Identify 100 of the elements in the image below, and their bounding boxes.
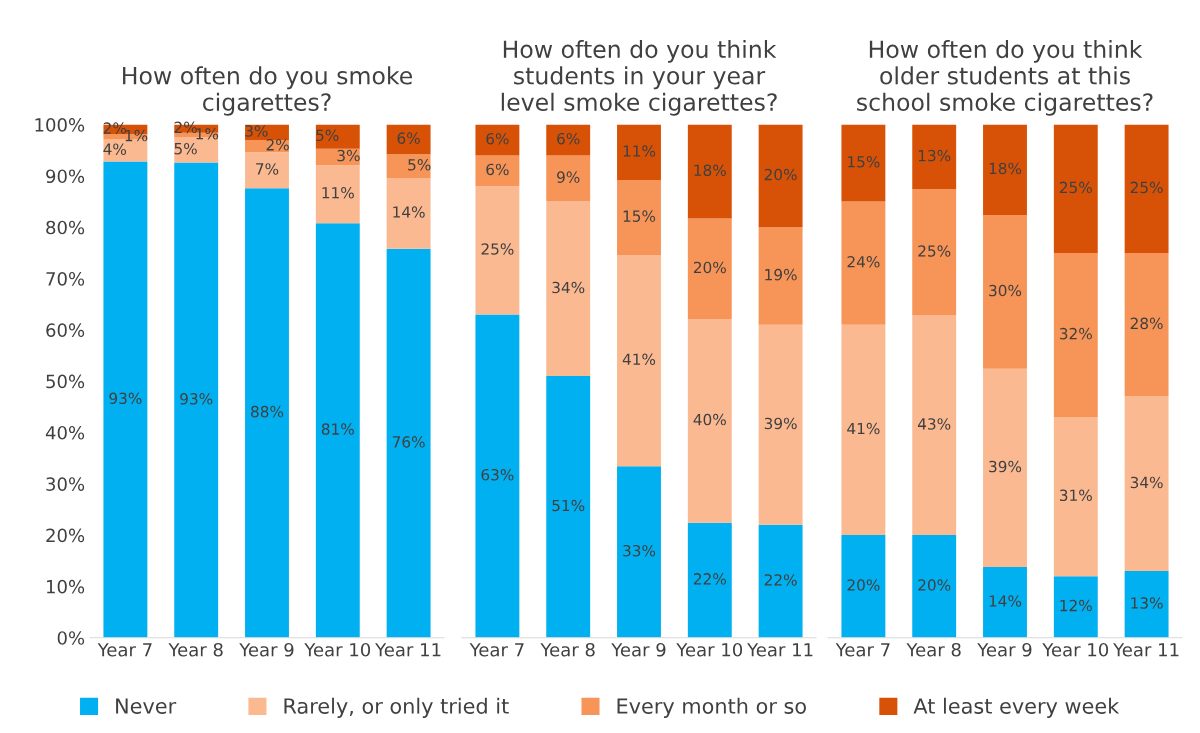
legend-label: Never: [116, 698, 177, 714]
data-label: 13%: [918, 149, 951, 162]
data-label: 7%: [256, 163, 279, 175]
bar: [1124, 252, 1169, 397]
x-tick-label: Year 9: [239, 642, 294, 657]
x-tick-label: Year 9: [611, 642, 666, 657]
y-tick-label: 100%: [35, 118, 85, 132]
bar: [617, 180, 661, 255]
data-label: 2%: [266, 139, 289, 151]
data-label: 11%: [322, 187, 354, 199]
x-tick-label: Year 11: [747, 643, 813, 657]
y-tick-label: 50%: [46, 374, 85, 389]
bar: [103, 161, 148, 638]
data-label: 6%: [557, 132, 580, 145]
data-label: 25%: [1059, 181, 1092, 194]
bar: [758, 524, 803, 638]
data-label: 3%: [245, 125, 268, 137]
data-label: 30%: [989, 284, 1022, 297]
y-tick-label: 0%: [57, 631, 85, 645]
bar: [841, 535, 886, 638]
x-tick-label: Year 10: [1042, 642, 1109, 657]
data-label: 41%: [622, 353, 656, 366]
data-label: 13%: [1131, 597, 1163, 609]
bar: [687, 218, 732, 320]
data-label: 15%: [623, 210, 656, 222]
bar: [912, 315, 957, 536]
legend-label: At least every week: [913, 697, 1120, 718]
data-label: 14%: [989, 595, 1022, 607]
bar: [475, 186, 520, 315]
data-label: 18%: [989, 162, 1022, 175]
x-tick-label: Year 8: [906, 642, 961, 657]
data-label: 41%: [847, 422, 880, 435]
data-label: 18%: [694, 164, 726, 176]
data-label: 32%: [1059, 327, 1092, 340]
x-tick-label: Year 7: [97, 643, 152, 657]
bar: [475, 155, 520, 187]
data-label: 3%: [337, 149, 360, 162]
bar: [315, 124, 360, 149]
bar: [475, 314, 520, 638]
data-label: 34%: [1130, 476, 1163, 489]
x-tick-label: Year 7: [835, 643, 890, 657]
data-label: 11%: [623, 145, 656, 157]
chart-title: How often do you smoke cigarettes?: [123, 66, 413, 116]
data-label: 6%: [486, 163, 509, 176]
legend-label: Rarely, or only tried it: [284, 697, 509, 718]
bar: [386, 124, 431, 155]
bar: [1124, 124, 1169, 253]
bar: [912, 535, 957, 638]
data-label: 40%: [693, 413, 726, 426]
bar: [983, 214, 1027, 369]
data-label: 14%: [393, 206, 425, 218]
data-label: 22%: [764, 574, 797, 586]
data-label: 51%: [552, 499, 585, 512]
y-tick-label: 90%: [46, 169, 85, 184]
bar: [758, 124, 803, 228]
chart-title: How often do you think students in your year level smoke cigarettes?: [501, 39, 777, 116]
x-tick-label: Year 11: [375, 643, 441, 657]
legend-label: Every month or so: [617, 697, 806, 718]
bar: [245, 152, 289, 189]
bar: [546, 201, 591, 377]
bar: [617, 254, 661, 467]
bar: [617, 466, 661, 638]
bar: [546, 155, 591, 202]
bar: [687, 522, 732, 638]
data-label: 28%: [1130, 317, 1163, 330]
bar: [758, 227, 803, 325]
data-label: 5%: [316, 129, 339, 142]
data-label: 39%: [764, 417, 797, 430]
x-tick-label: Year 10: [304, 642, 371, 657]
bar: [386, 248, 431, 638]
bar: [475, 124, 520, 156]
data-label: 1%: [125, 129, 148, 142]
bar: [1124, 571, 1169, 638]
y-tick-label: 20%: [46, 528, 85, 543]
y-tick-label: 40%: [45, 425, 85, 440]
data-label: 20%: [918, 579, 951, 591]
data-label: 5%: [174, 142, 197, 155]
data-label: 25%: [1130, 181, 1163, 194]
data-label: 20%: [693, 261, 726, 274]
data-label: 25%: [481, 243, 514, 255]
bar: [687, 319, 732, 523]
data-label: 22%: [693, 573, 726, 585]
x-tick-label: Year 10: [676, 642, 743, 657]
data-label: 20%: [764, 168, 797, 181]
data-label: 31%: [1059, 489, 1092, 502]
bar: [386, 154, 431, 178]
data-label: 20%: [847, 579, 880, 591]
data-label: 6%: [486, 132, 509, 145]
data-label: 39%: [989, 460, 1022, 473]
x-tick-label: Year 8: [540, 642, 595, 657]
data-label: 43%: [917, 418, 951, 430]
data-label: 24%: [847, 256, 880, 268]
data-label: 81%: [321, 423, 354, 435]
y-tick-label: 30%: [46, 477, 85, 491]
data-label: 34%: [552, 281, 585, 294]
x-tick-label: Year 8: [168, 642, 223, 657]
bar: [983, 566, 1027, 638]
bar: [841, 324, 886, 536]
bar: [912, 124, 957, 190]
bar: [546, 376, 591, 638]
